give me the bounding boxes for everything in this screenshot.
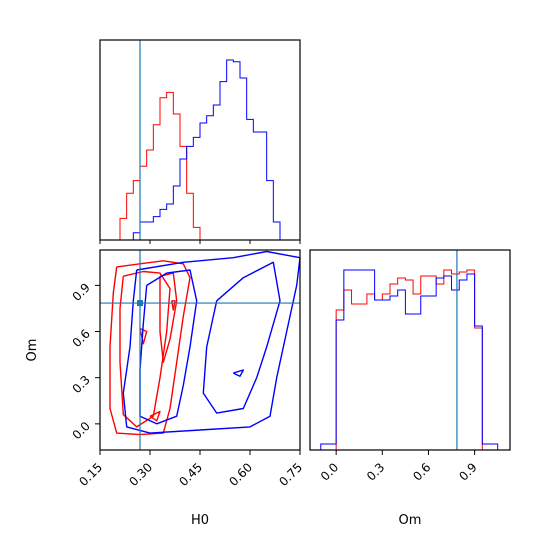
contour-series-1-level-2 <box>202 261 281 414</box>
contour-xtick-label: 0.45 <box>176 460 205 489</box>
contour-ytick-label: 0.0 <box>70 419 93 442</box>
om-xtick-label: 0.0 <box>318 460 341 483</box>
om-xtick-label: 0.3 <box>364 460 387 483</box>
contour-ytick-label: 0.3 <box>70 373 93 396</box>
h0-histogram-panel <box>99 39 301 244</box>
contour-xtick-label: 0.15 <box>76 460 105 489</box>
contour-ytick-label: 0.9 <box>70 280 93 303</box>
om-histogram-series-0 <box>313 269 506 451</box>
contour-series-0-level-2 <box>159 272 178 363</box>
om-histogram-frame <box>309 249 511 451</box>
contour-series-0-level-0 <box>109 260 191 436</box>
contour-series-1-level-3 <box>233 369 245 377</box>
y-axis-label-om: Om <box>25 339 40 362</box>
h0-histogram-series-1 <box>100 59 300 241</box>
h0-om-contour-panel: 0.15 0.30 0.45 0.60 0.75 0.0 0.3 0.6 0.9 H0 Om <box>25 249 305 528</box>
contour-series-0-level-4 <box>149 410 161 422</box>
contour-series-1-level-0 <box>122 250 301 434</box>
h0-histogram-series-0 <box>100 91 300 241</box>
om-xtick-label: 0.9 <box>456 460 479 483</box>
om-histogram-series-1 <box>313 269 506 451</box>
om-histogram-panel: 0.0 0.3 0.6 0.9 Om <box>309 249 511 528</box>
contour-ytick-label: 0.6 <box>70 327 93 350</box>
contour-xtick-label: 0.75 <box>276 460 305 489</box>
h0-histogram-frame <box>99 39 301 241</box>
contour-truth-marker <box>137 300 143 307</box>
om-xtick-label: 0.6 <box>410 460 433 483</box>
contour-series-0-level-5 <box>171 300 176 311</box>
contour-xtick-label: 0.30 <box>126 460 155 489</box>
contour-series-0-level-1 <box>119 270 171 428</box>
x-axis-label-h0: H0 <box>191 513 209 528</box>
contour-xtick-label: 0.60 <box>226 460 255 489</box>
x-axis-label-om: Om <box>399 513 422 528</box>
